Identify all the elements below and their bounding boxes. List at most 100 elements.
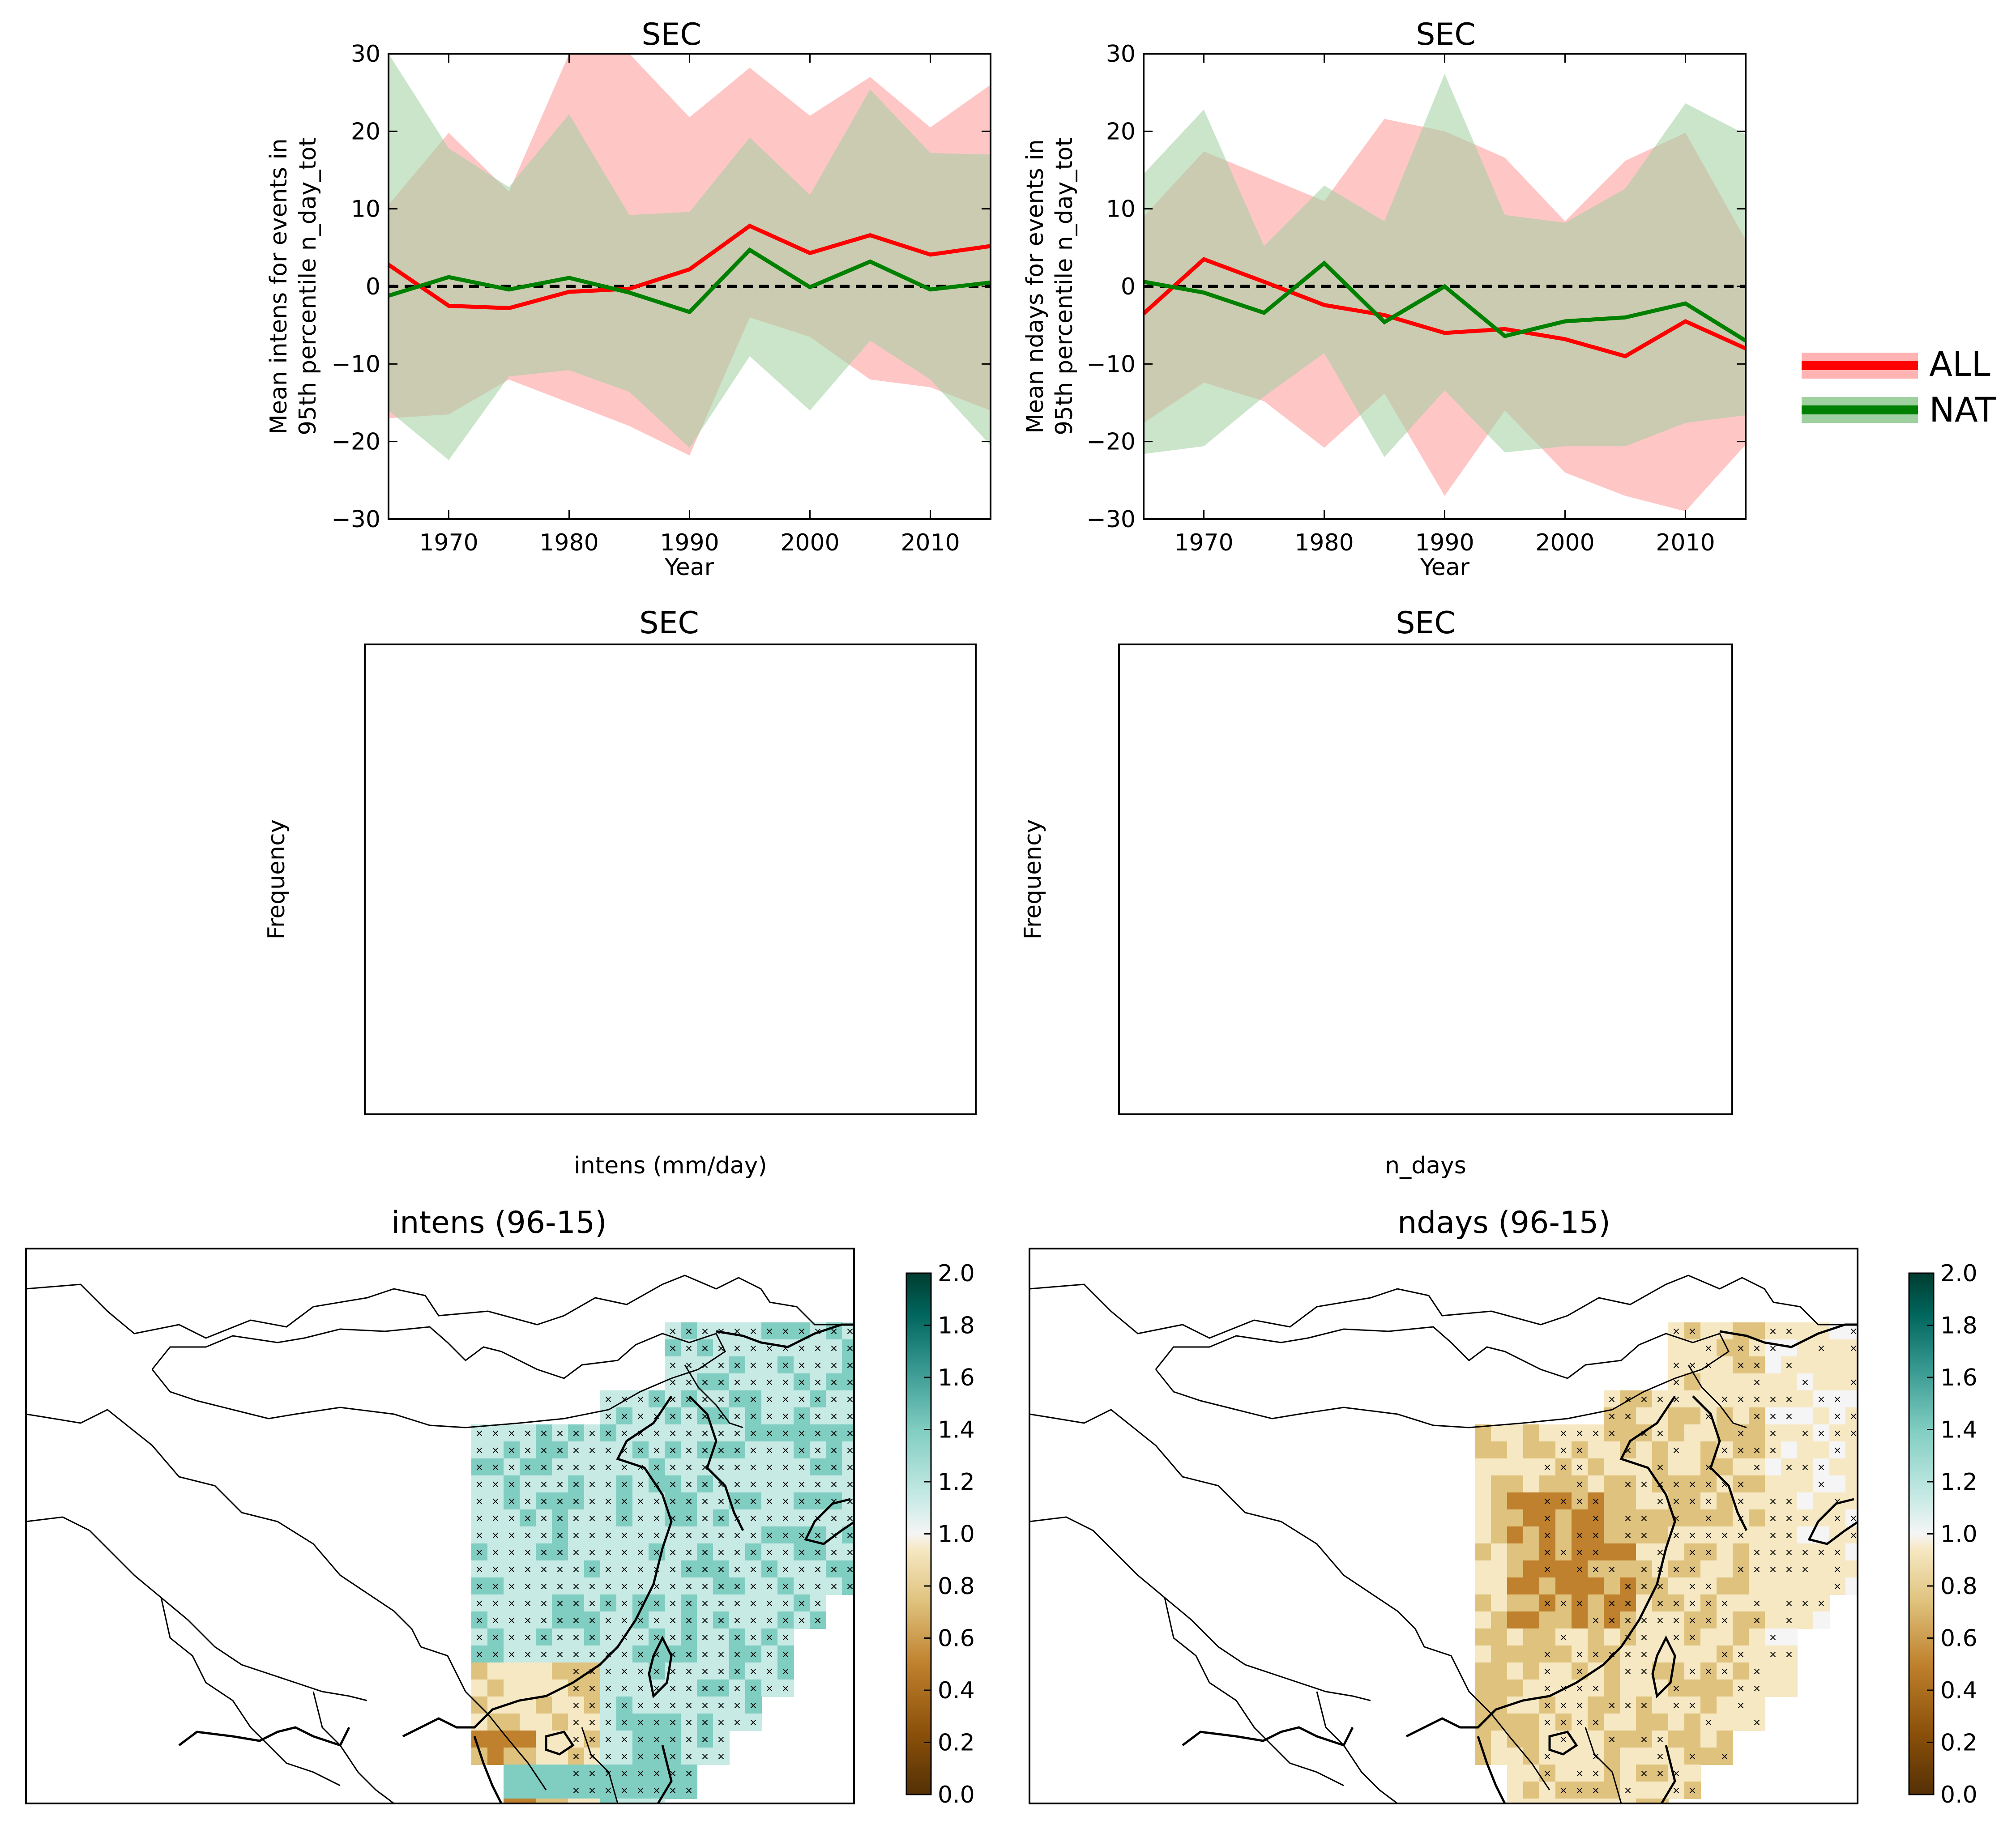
map-cell bbox=[681, 1322, 697, 1340]
map-hatch-mark: × bbox=[491, 1564, 500, 1575]
map-cell bbox=[1717, 1697, 1733, 1714]
map-hatch-mark: × bbox=[540, 1632, 548, 1643]
map-hatch-mark: × bbox=[701, 1445, 709, 1456]
map-cell bbox=[1684, 1526, 1701, 1544]
map-cell bbox=[504, 1577, 520, 1595]
map-ndays-country-borders bbox=[1029, 1275, 1858, 1803]
map-hatch-mark: × bbox=[653, 1513, 661, 1524]
map-cell bbox=[1652, 1594, 1669, 1612]
map-cell bbox=[1765, 1407, 1781, 1425]
map-hatch-mark: × bbox=[1833, 1445, 1841, 1456]
y-tick-label: 0 bbox=[1121, 273, 1136, 300]
map-hatch-mark: × bbox=[1559, 1717, 1568, 1728]
map-cell bbox=[1781, 1424, 1798, 1442]
map-cell bbox=[1523, 1492, 1540, 1510]
map-cell bbox=[1588, 1424, 1604, 1442]
map-cell bbox=[1894, 1322, 1910, 1340]
map-cell bbox=[487, 1543, 504, 1561]
map-hatch-mark: × bbox=[798, 1394, 806, 1405]
map-hatch-mark: × bbox=[749, 1530, 757, 1541]
map-cell bbox=[536, 1475, 552, 1493]
map-cell bbox=[1539, 1424, 1556, 1442]
map-cell bbox=[665, 1577, 681, 1595]
map-hatch-mark: × bbox=[701, 1700, 709, 1711]
map-cell bbox=[616, 1492, 633, 1510]
map-hatch-mark: × bbox=[846, 1360, 854, 1371]
map-cell bbox=[1781, 1560, 1798, 1578]
map-cell bbox=[826, 1475, 842, 1493]
map-hatch-mark: × bbox=[604, 1428, 612, 1439]
map-cell bbox=[810, 1339, 826, 1357]
map-cell bbox=[520, 1611, 536, 1629]
map-cell bbox=[600, 1509, 617, 1527]
map-hatch-mark: × bbox=[846, 1513, 854, 1524]
map-cell bbox=[1636, 1492, 1653, 1510]
map-hatch-mark: × bbox=[685, 1649, 693, 1660]
map-hatch-mark: × bbox=[524, 1564, 532, 1575]
map-cell bbox=[729, 1662, 746, 1680]
map-cell bbox=[1572, 1628, 1588, 1646]
map-cell bbox=[504, 1628, 520, 1646]
map-cell bbox=[536, 1594, 552, 1612]
hist-intens-xlabel: intens (mm/day) bbox=[574, 1152, 767, 1179]
map-cell bbox=[1668, 1611, 1685, 1629]
map-hatch-mark: × bbox=[1769, 1411, 1777, 1422]
map-hatch-mark: × bbox=[701, 1530, 709, 1541]
map-hatch-mark: × bbox=[1592, 1513, 1600, 1524]
map-hatch-mark: × bbox=[653, 1700, 661, 1711]
map-cell bbox=[616, 1748, 633, 1765]
map-cell bbox=[504, 1509, 520, 1527]
map-hatch-mark: × bbox=[765, 1564, 773, 1575]
map-hatch-mark: × bbox=[685, 1513, 693, 1524]
map-hatch-mark: × bbox=[1543, 1530, 1551, 1541]
map-hatch-mark: × bbox=[1801, 1513, 1809, 1524]
map-hatch-mark: × bbox=[765, 1479, 773, 1490]
map-cell bbox=[697, 1458, 713, 1476]
map-cell bbox=[1781, 1526, 1798, 1544]
map-hatch-mark: × bbox=[572, 1819, 580, 1830]
map-cell bbox=[649, 1765, 665, 1782]
map-cell bbox=[1717, 1526, 1733, 1544]
map-cell bbox=[487, 1594, 504, 1612]
map-cell bbox=[681, 1492, 697, 1510]
map-hatch-mark: × bbox=[636, 1666, 645, 1677]
map-hatch-mark: × bbox=[1672, 1785, 1680, 1796]
map-cell bbox=[632, 1543, 649, 1561]
map-cell bbox=[777, 1628, 794, 1646]
map-cell bbox=[471, 1577, 488, 1595]
map-cell bbox=[1588, 1475, 1604, 1493]
map-hatch-mark: × bbox=[846, 1462, 854, 1473]
map-cell bbox=[826, 1458, 842, 1476]
y-tick-label: −30 bbox=[331, 506, 380, 533]
map-hatch-mark: × bbox=[685, 1445, 693, 1456]
map-hatch-mark: × bbox=[1721, 1530, 1729, 1541]
map-cell bbox=[1507, 1680, 1524, 1697]
map-hatch-mark: × bbox=[814, 1462, 822, 1473]
map-hatch-mark: × bbox=[653, 1530, 661, 1541]
map-hatch-mark: × bbox=[1769, 1632, 1777, 1643]
map-hatch-mark: × bbox=[1624, 1479, 1632, 1490]
map-hatch-mark: × bbox=[1737, 1683, 1745, 1694]
map-hatch-mark: × bbox=[830, 1411, 838, 1422]
map-cell bbox=[552, 1611, 568, 1629]
map-cell bbox=[1878, 1424, 1894, 1442]
map-cell bbox=[713, 1543, 730, 1561]
map-cell bbox=[1781, 1628, 1798, 1646]
map-cell bbox=[1684, 1645, 1701, 1663]
map-hatch-mark: × bbox=[669, 1700, 677, 1711]
map-cell bbox=[1652, 1731, 1669, 1748]
map-hatch-mark: × bbox=[685, 1411, 693, 1422]
map-cell bbox=[632, 1662, 649, 1680]
map-cell bbox=[1555, 1782, 1572, 1799]
map-hatch-mark: × bbox=[620, 1547, 628, 1558]
map-hatch-mark: × bbox=[1559, 1462, 1568, 1473]
map-cell bbox=[520, 1509, 536, 1527]
map-cell bbox=[1733, 1441, 1749, 1459]
y-tick-label: −30 bbox=[1086, 506, 1136, 533]
map-cell bbox=[649, 1526, 665, 1544]
map-cell bbox=[1539, 1441, 1556, 1459]
map-cell bbox=[1733, 1645, 1749, 1663]
map-cell bbox=[1604, 1731, 1620, 1748]
map-hatch-mark: × bbox=[620, 1734, 628, 1745]
map-hatch-mark: × bbox=[1688, 1547, 1696, 1558]
